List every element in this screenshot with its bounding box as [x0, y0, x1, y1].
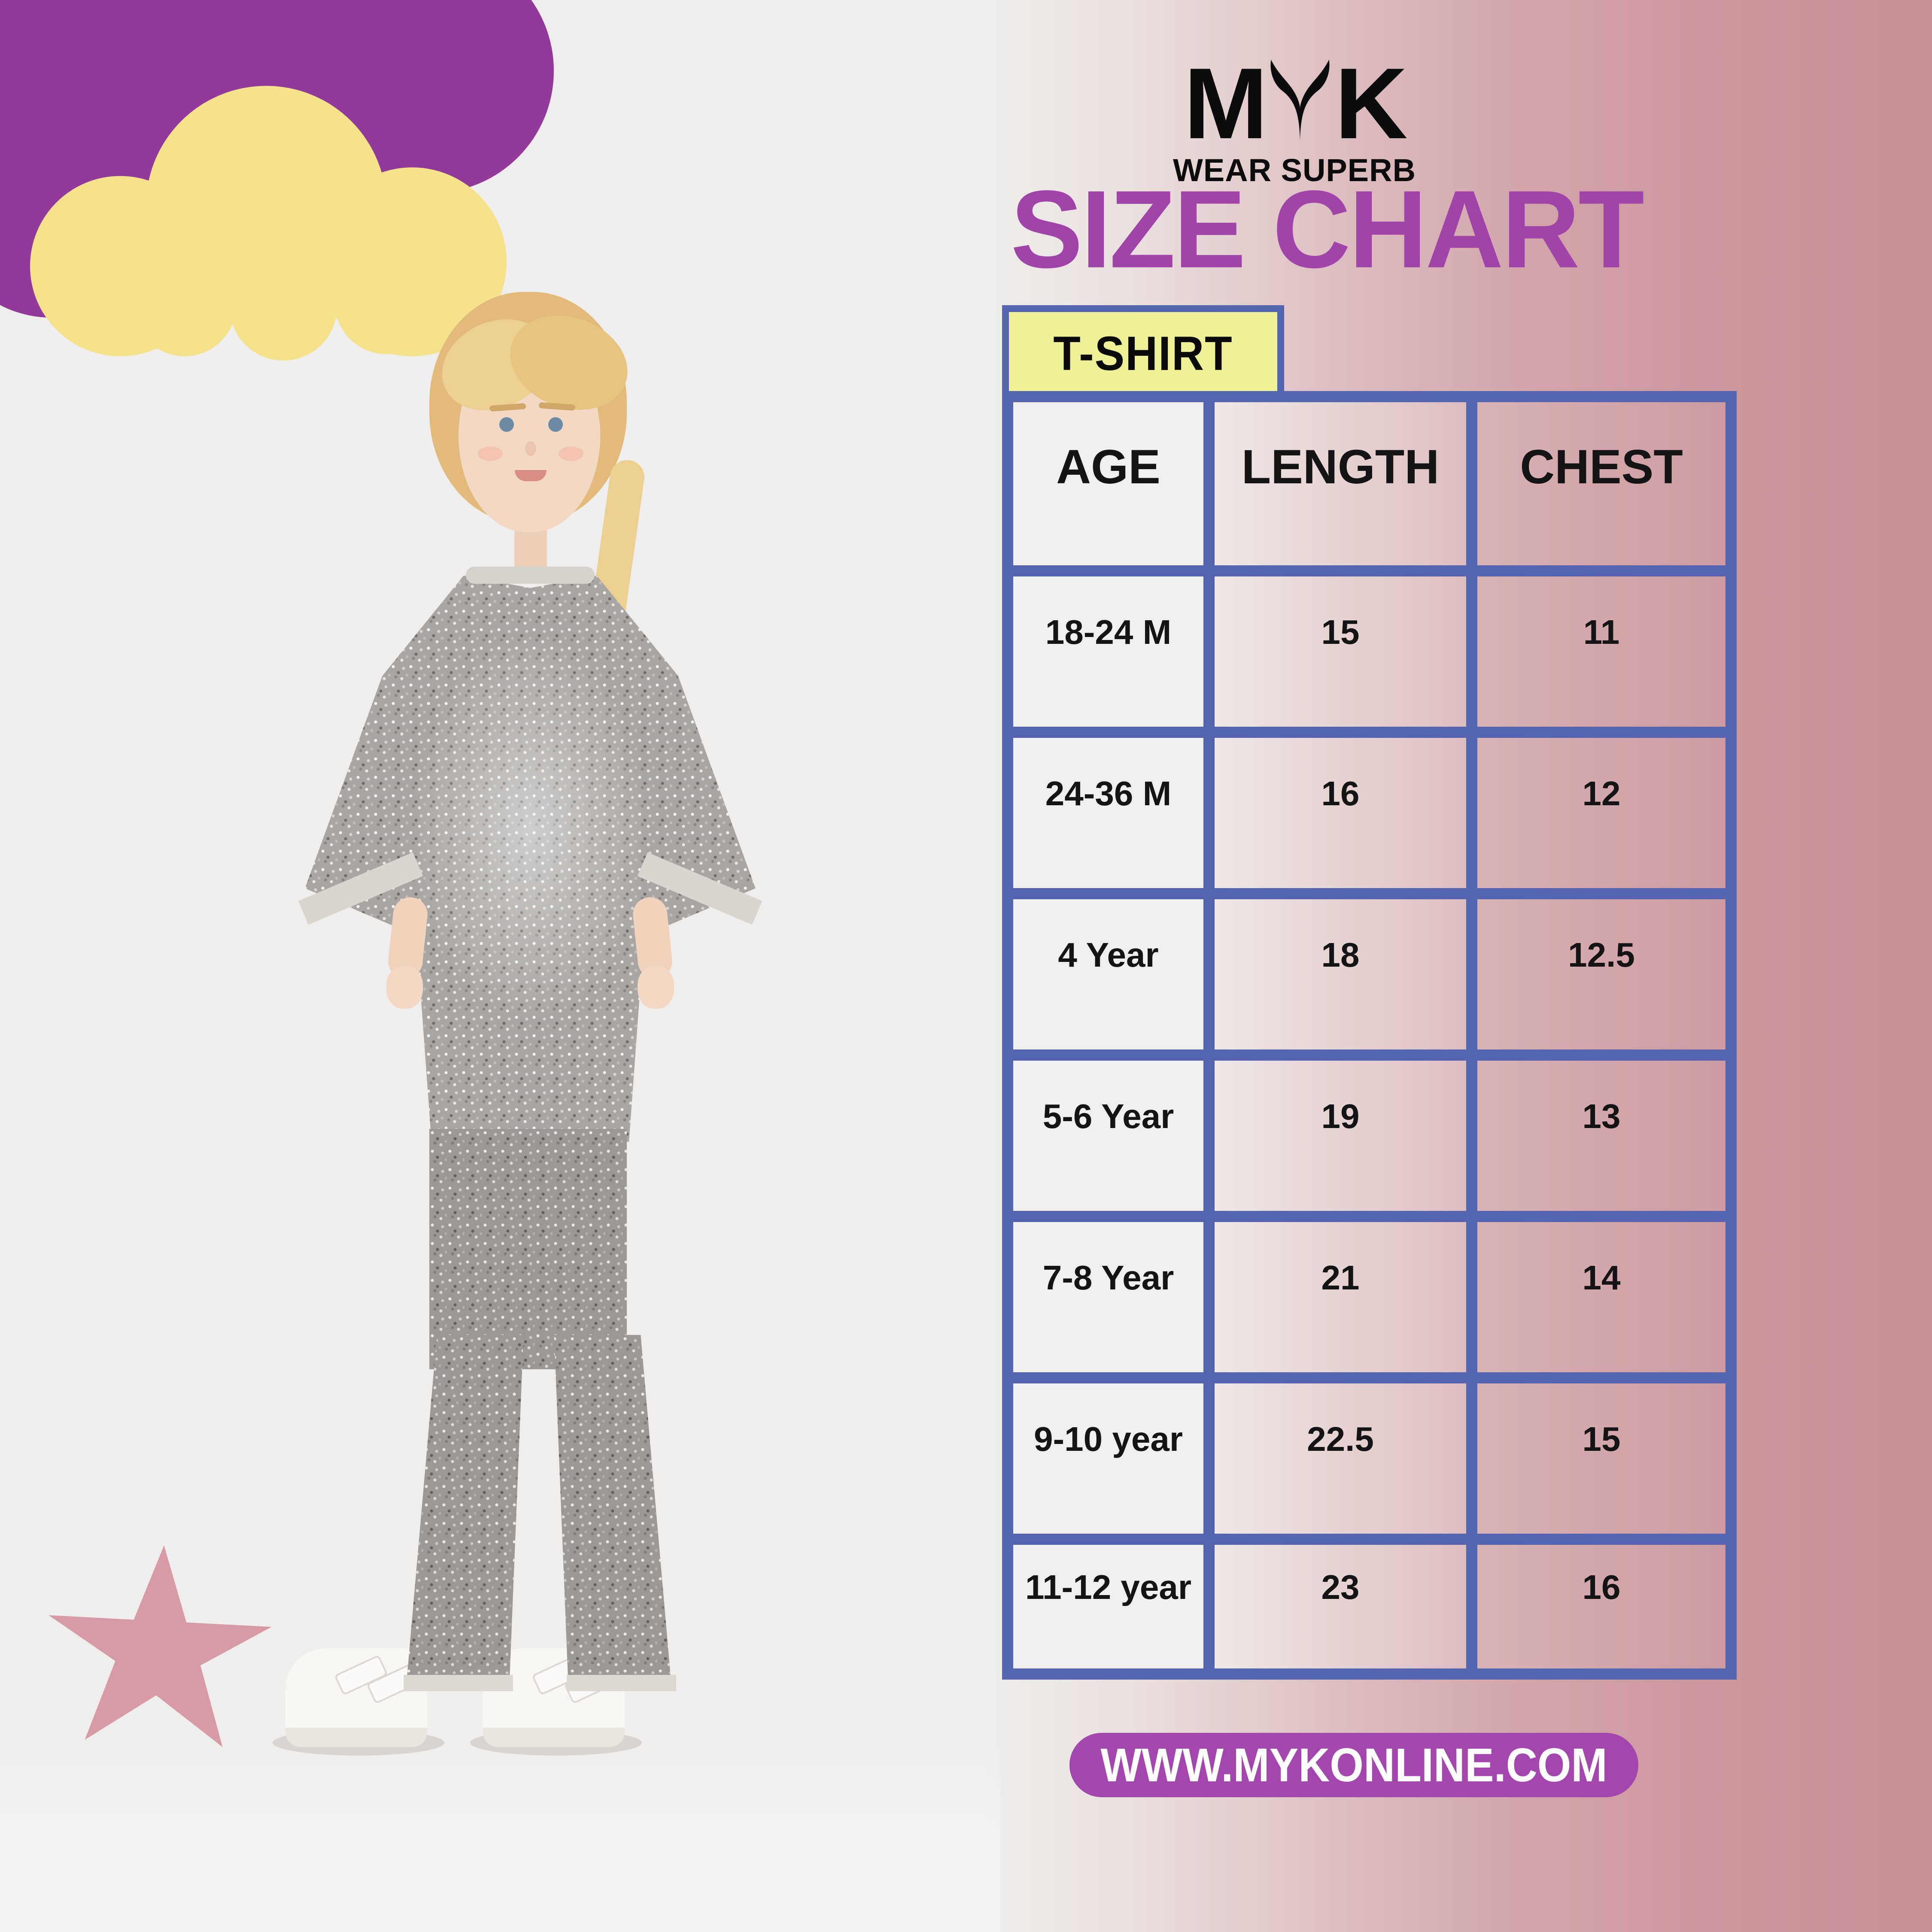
sneaker-left — [286, 1648, 427, 1747]
girl-eye-right — [548, 417, 563, 432]
table-cell-age: 24-36 M — [1013, 738, 1203, 888]
table-cell-length: 23 — [1215, 1545, 1466, 1668]
brand-logo: M K WEAR SUPERB — [1151, 47, 1438, 188]
table-cell-length: 22.5 — [1215, 1383, 1466, 1534]
table-cell-age: 9-10 year — [1013, 1383, 1203, 1534]
floor-highlight — [0, 1743, 1000, 1932]
table-cell-age: 4 Year — [1013, 899, 1203, 1049]
sequin-pants-hip — [429, 1129, 627, 1369]
column-header-chest: CHEST — [1477, 402, 1725, 565]
pant-hem-right — [567, 1675, 676, 1691]
table-cell-chest: 11 — [1477, 576, 1725, 727]
brand-letter-k: K — [1335, 47, 1408, 160]
table-cell-length: 18 — [1215, 899, 1466, 1049]
girl-nose — [525, 441, 536, 456]
table-cell-age: 7-8 Year — [1013, 1222, 1203, 1372]
table-cell-age: 18-24 M — [1013, 576, 1203, 727]
table-cell-length: 16 — [1215, 738, 1466, 888]
page-title: SIZE CHART — [1011, 168, 1644, 291]
table-cell-length: 15 — [1215, 576, 1466, 727]
brand-wordmark: M K — [1151, 47, 1438, 160]
pant-hem-left — [404, 1675, 513, 1691]
girl-blush-right — [559, 446, 583, 461]
column-header-age: AGE — [1013, 402, 1203, 565]
girl-hand-right — [638, 966, 674, 1009]
table-cell-chest: 15 — [1477, 1383, 1725, 1534]
sequin-top — [305, 575, 756, 1142]
table-cell-length: 19 — [1215, 1061, 1466, 1211]
girl-mouth — [515, 470, 547, 481]
child-model-photo — [41, 275, 951, 1781]
table-cell-chest: 13 — [1477, 1061, 1725, 1211]
sneaker-sole — [483, 1728, 625, 1747]
sneaker-sole — [286, 1728, 427, 1747]
cloud-shape — [230, 253, 337, 361]
table-cell-chest: 12 — [1477, 738, 1725, 888]
size-table: AGE LENGTH CHEST 18-24 M 15 11 24-36 M 1… — [1002, 391, 1737, 1680]
girl-eye-left — [499, 417, 514, 432]
top-neckband — [466, 567, 595, 584]
table-cell-chest: 16 — [1477, 1545, 1725, 1668]
table-cell-age: 5-6 Year — [1013, 1061, 1203, 1211]
table-cell-length: 21 — [1215, 1222, 1466, 1372]
website-banner: WWW.MYKONLINE.COM — [1069, 1733, 1638, 1797]
table-cell-chest: 12.5 — [1477, 899, 1725, 1049]
sequin-pant-leg-left — [406, 1335, 524, 1691]
cloud-shape — [335, 251, 438, 354]
website-url: WWW.MYKONLINE.COM — [1100, 1738, 1607, 1792]
category-tag-label: T-SHIRT — [1053, 326, 1233, 381]
cloud-shape — [133, 253, 236, 356]
column-header-length: LENGTH — [1215, 402, 1466, 565]
brand-letter-m: M — [1184, 47, 1268, 160]
sequin-pant-leg-right — [554, 1335, 672, 1691]
category-tag: T-SHIRT — [1002, 305, 1284, 402]
brand-tagline: WEAR SUPERB — [1173, 152, 1416, 188]
table-cell-chest: 14 — [1477, 1222, 1725, 1372]
sequin-shine — [410, 635, 650, 1022]
girl-hand-left — [386, 966, 423, 1009]
girl-blush-left — [478, 446, 503, 461]
whale-tail-icon — [1270, 60, 1330, 141]
table-cell-age: 11-12 year — [1013, 1545, 1203, 1668]
